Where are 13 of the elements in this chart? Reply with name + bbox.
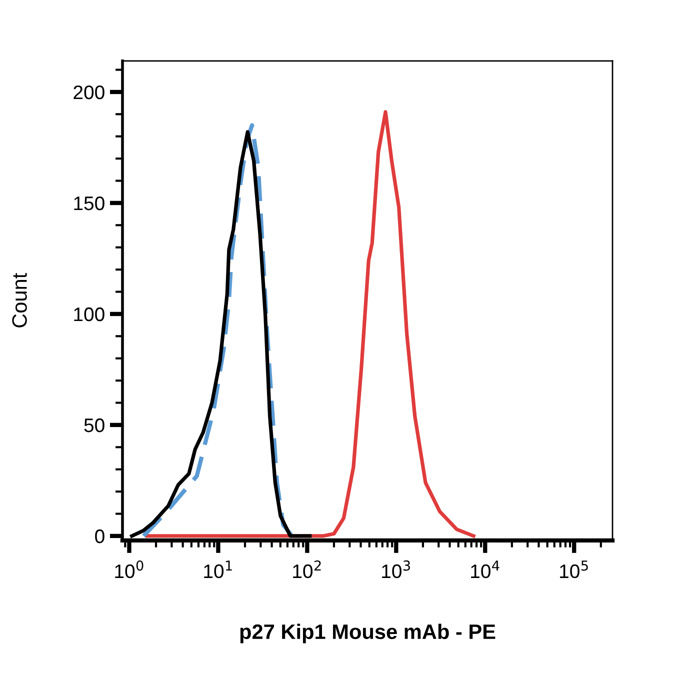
y-tick-label: 200 xyxy=(74,85,104,100)
x-tick-label: 10$^{5}$ xyxy=(560,560,588,578)
y-axis-title: Count xyxy=(12,273,27,328)
x-axis-title: p27 Kip1 Mouse mAb - PE xyxy=(240,624,496,644)
y-tick-label: 50 xyxy=(84,418,104,432)
x-tick-label: 10$^{1}$ xyxy=(204,560,232,578)
x-tick-label: 10$^{4}$ xyxy=(471,560,500,578)
y-tick-label: 0 xyxy=(95,529,104,544)
y-tick-label: 100 xyxy=(74,307,104,322)
x-tick-label: 10$^{2}$ xyxy=(293,560,321,578)
x-tick-label: 10$^{3}$ xyxy=(382,560,410,578)
x-tick-label: 10$^{0}$ xyxy=(115,560,144,578)
y-tick-label: 150 xyxy=(74,196,104,210)
